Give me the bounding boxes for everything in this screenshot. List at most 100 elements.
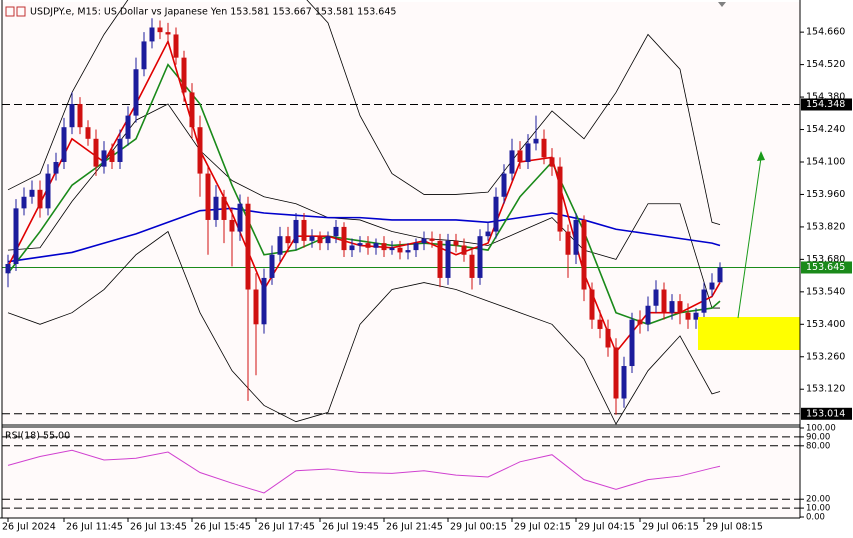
labels: 154.660 154.520 154.380 154.240 154.100 153.9… — [2, 27, 852, 533]
y-tick-label: 154.380 — [806, 92, 845, 103]
candle-body — [701, 289, 707, 313]
y-tick-label: 153.540 — [806, 286, 845, 297]
x-tick-label: 26 Jul 19:45 — [322, 522, 379, 533]
candle-body — [37, 189, 43, 209]
rsi-title: RSI(18) 55.00 — [5, 431, 70, 442]
candle-body — [165, 32, 171, 35]
price-label-box — [801, 261, 852, 274]
candle-body — [445, 240, 451, 278]
candle-body — [77, 104, 83, 128]
indicator-line — [7, 230, 721, 425]
candle-body — [341, 226, 347, 251]
y-tick-label: 154.660 — [806, 27, 845, 38]
candle-body — [157, 27, 163, 33]
rsi-tick-label: 90.00 — [806, 432, 830, 442]
x-tick-label: 26 Jul 2024 — [2, 522, 56, 533]
candle-body — [125, 115, 131, 139]
candle-body — [421, 238, 427, 244]
y-tick-label: 153.680 — [806, 254, 845, 265]
candle-body — [413, 243, 419, 251]
candle-body — [277, 236, 283, 255]
indicator-line — [7, 0, 721, 225]
y-tick-label: 153.960 — [806, 189, 845, 200]
candle-body — [149, 27, 155, 42]
candle-body — [269, 254, 275, 278]
candle-body — [85, 127, 91, 139]
rsi-tick-label: 80.00 — [806, 441, 830, 451]
indicator-line — [7, 103, 720, 309]
x-tick-label: 26 Jul 13:45 — [130, 522, 187, 533]
candle-body — [261, 277, 267, 325]
candle-body — [509, 150, 515, 174]
candle-body — [669, 301, 675, 313]
candle-body — [53, 161, 59, 174]
price-label: 154.348 — [806, 99, 845, 110]
y-tick-label: 153.120 — [806, 384, 845, 395]
candle-body — [205, 173, 211, 220]
candle-body — [605, 328, 611, 348]
y-tick-label: 153.820 — [806, 221, 845, 232]
x-tick-label: 29 Jul 02:15 — [514, 522, 571, 533]
candle-body — [501, 173, 507, 197]
indicator-line — [7, 207, 721, 263]
candle-body — [573, 219, 579, 255]
x-tick-label: 29 Jul 08:15 — [706, 522, 763, 533]
candle-body — [597, 319, 603, 329]
candle-body — [45, 173, 51, 209]
candle-body — [221, 196, 227, 220]
candle-body — [485, 231, 491, 237]
candle-body — [141, 41, 147, 70]
icon — [5, 6, 15, 17]
candle-body — [397, 247, 403, 253]
icon — [16, 6, 26, 17]
candle-body — [429, 238, 435, 241]
rsi-line — [7, 449, 721, 494]
candle-body — [13, 208, 19, 265]
price-label-box — [801, 98, 852, 111]
chart-title: USDJPY.e, M15: US Dollar vs Japanese Yen… — [30, 7, 396, 18]
candle-body — [685, 312, 691, 320]
candle-body — [437, 240, 443, 278]
y-tick-label: 154.240 — [806, 124, 845, 135]
candle-body — [101, 150, 107, 167]
candle-body — [69, 104, 75, 128]
price-label-box — [801, 407, 852, 420]
candle-body — [349, 245, 355, 251]
candle-body — [525, 143, 531, 162]
candle-body — [197, 127, 203, 174]
candle-body — [389, 247, 395, 251]
candle-body — [613, 347, 619, 399]
candle-body — [117, 138, 123, 162]
candle-body — [493, 196, 499, 232]
y-tick-label: 153.260 — [806, 351, 845, 362]
candle-body — [405, 250, 411, 253]
x-tick-label: 26 Jul 21:45 — [386, 522, 443, 533]
candle-body — [637, 319, 643, 325]
candle-body — [589, 289, 595, 320]
price-label: 153.645 — [806, 262, 845, 273]
arrow-line — [737, 157, 762, 319]
candle-body — [309, 236, 315, 241]
candle-body — [293, 219, 299, 244]
arrow-head — [757, 151, 765, 161]
candle-body — [461, 245, 467, 255]
x-tick-label: 26 Jul 11:45 — [66, 522, 123, 533]
candle-body — [317, 236, 323, 244]
candle-body — [517, 150, 523, 162]
candle-body — [629, 319, 635, 367]
candle-body — [717, 267, 723, 283]
candle-body — [541, 138, 547, 158]
candle-body — [357, 243, 363, 246]
x-tick-label: 26 Jul 15:45 — [194, 522, 251, 533]
candle-body — [581, 219, 587, 290]
candle-body — [29, 189, 35, 197]
highlight-zone — [698, 317, 800, 350]
rsi-tick-label: 0.00 — [806, 513, 825, 523]
candle-body — [373, 243, 379, 248]
candle-body — [709, 282, 715, 290]
candle-body — [381, 243, 387, 251]
candle-body — [21, 196, 27, 209]
marks — [2, 0, 800, 509]
candle-body — [533, 138, 539, 144]
